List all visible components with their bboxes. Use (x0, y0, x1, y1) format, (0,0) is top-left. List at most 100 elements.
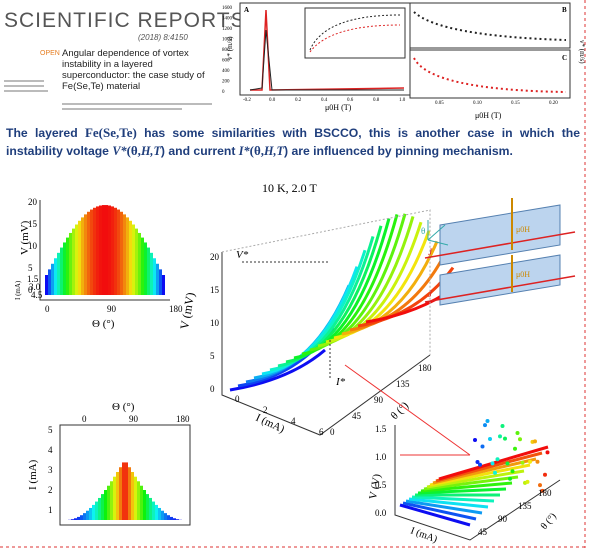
surface-bar (45, 275, 48, 295)
surface-bar (75, 224, 78, 295)
surface-bar (150, 252, 153, 295)
tick-label: 90 (374, 395, 384, 405)
surface-bar (146, 494, 149, 520)
surface-bar (173, 518, 176, 520)
inset-title: Θ (°) (112, 401, 135, 413)
tick-label: 2 (263, 405, 268, 415)
surface-bar (60, 247, 63, 295)
surface-bar (164, 513, 167, 520)
text: has some similarities with BSCCO, this i… (6, 126, 580, 158)
tick-label: 180 (418, 363, 432, 373)
surface-dot (483, 423, 487, 428)
surface-bar (98, 497, 101, 520)
tick-label: 0 (82, 414, 87, 424)
main-box (221, 209, 431, 355)
slab (439, 204, 561, 266)
surface-bar (89, 507, 92, 520)
j: J (428, 289, 433, 299)
open: OPEN (40, 50, 60, 57)
surface-bar (104, 490, 107, 520)
surface-bar (77, 516, 80, 520)
surface-dot (480, 444, 485, 449)
surface-bar (140, 485, 143, 520)
surface-strip (420, 481, 513, 493)
surface-bar (108, 205, 111, 295)
surface-bar (117, 209, 120, 295)
axis-label: I (mA) (14, 280, 22, 300)
inset-frame (59, 424, 191, 526)
surface-bar (107, 485, 110, 520)
panel-label: A (244, 6, 249, 14)
surface-dot (493, 470, 497, 475)
surface-dot (490, 461, 495, 466)
surface-bar (119, 467, 122, 520)
tick-label: 10 (28, 241, 38, 251)
tick-label: 4 (48, 445, 53, 455)
surface-bar (96, 206, 99, 295)
panel-label: C (562, 54, 567, 62)
surface-bar (161, 510, 164, 520)
tick-label: 5 (48, 425, 53, 435)
axis-label: Θ (°) (92, 318, 115, 330)
tick-label: 800 (222, 48, 230, 53)
surface-dot (538, 483, 542, 488)
tick-label: 0.0 (375, 508, 387, 518)
surface-dot (475, 460, 480, 465)
tick-label: 0.10 (473, 101, 482, 106)
tick-label: 0 (330, 427, 335, 437)
tick-label: 3.0 (29, 282, 41, 292)
tick-label: 5 (210, 351, 215, 361)
axis-label: V (V) (367, 473, 383, 501)
surface-dot (533, 439, 537, 444)
surface-bar (144, 242, 147, 295)
axis-label: v* (m/s) (578, 40, 586, 64)
tick-label: 0.2 (295, 98, 302, 103)
tick-label: 4.5 (31, 290, 43, 300)
surface-strip (399, 503, 471, 527)
curve (309, 14, 401, 51)
surface-bar (110, 481, 113, 520)
plot-a-inset (304, 7, 406, 59)
curve (413, 11, 567, 41)
surface-strip (432, 457, 537, 485)
tick-label: 200 (222, 80, 230, 85)
surface-bar (54, 258, 57, 295)
tick-label: 0.8 (373, 98, 380, 103)
surface-dot (545, 450, 550, 455)
surface-curve (349, 253, 447, 332)
surface-bar (69, 232, 72, 295)
surface-bar (129, 220, 132, 295)
surface-dot (513, 446, 517, 451)
surface-bar (138, 232, 141, 295)
surface-bar (113, 476, 116, 520)
axis-label: V (mV) (19, 220, 31, 255)
surface-bar (63, 242, 66, 295)
surface-strip (423, 475, 519, 491)
angle-axes (427, 220, 449, 246)
surface-dot (543, 472, 547, 477)
surface-bar (125, 462, 128, 520)
vstar: V* (236, 249, 249, 261)
tick-label: 1 (48, 505, 53, 515)
surface-strip (417, 487, 507, 495)
current-arrow (424, 275, 576, 303)
tick-label: 0.0 (269, 98, 276, 103)
surface-bar (93, 207, 96, 295)
surface-bar (90, 209, 93, 295)
tick-label: 135 (396, 379, 410, 389)
tick-label: 4 (291, 416, 296, 426)
main-axes (221, 252, 431, 436)
tick-label: 0 (235, 394, 240, 404)
tick-label: 180 (169, 304, 183, 314)
surface-dot (535, 459, 540, 464)
surface-bar (87, 211, 90, 295)
tick-label: 10 (210, 318, 220, 328)
surface-bar (170, 516, 173, 520)
surface-strip (402, 501, 477, 521)
tick-label: 20 (210, 252, 220, 262)
tick-label: 90 (129, 414, 139, 424)
istar: I* (335, 376, 346, 388)
tick-label: 90 (498, 514, 508, 524)
axis-label: V (mV) (177, 291, 197, 330)
